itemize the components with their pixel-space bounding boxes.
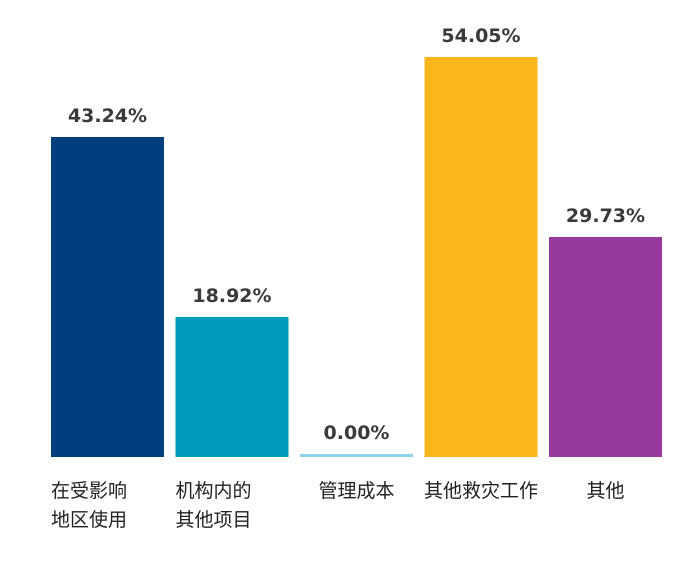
category-label-3-line-0: 其他救灾工作 <box>424 480 538 502</box>
bar-2 <box>300 454 413 457</box>
category-label-2-line-0: 管理成本 <box>318 480 394 502</box>
value-label-1: 18.92% <box>192 285 271 307</box>
category-label-3: 其他救灾工作 <box>424 480 538 502</box>
category-label-0: 在受影响地区使用 <box>51 480 127 531</box>
value-labels-group: 43.24% 18.92% 0.00% 54.05% 29.73% <box>68 25 645 444</box>
category-label-0-line-1: 地区使用 <box>51 509 127 531</box>
bars-group <box>51 57 662 457</box>
category-label-1-line-0: 机构内的 <box>176 480 252 502</box>
category-label-1-line-1: 其他项目 <box>176 509 252 531</box>
value-label-2: 0.00% <box>324 422 390 444</box>
category-label-4: 其他 <box>586 480 624 502</box>
value-label-0: 43.24% <box>68 105 147 127</box>
category-label-1: 机构内的其他项目 <box>176 480 252 531</box>
bar-3 <box>424 57 538 457</box>
category-label-4-line-0: 其他 <box>586 480 624 502</box>
bar-0 <box>51 137 164 457</box>
category-label-2: 管理成本 <box>318 480 394 502</box>
bar-1 <box>175 316 289 457</box>
category-label-0-line-0: 在受影响 <box>51 480 127 502</box>
value-label-4: 29.73% <box>566 205 645 227</box>
bar-4 <box>549 236 662 457</box>
value-label-3: 54.05% <box>441 25 520 47</box>
